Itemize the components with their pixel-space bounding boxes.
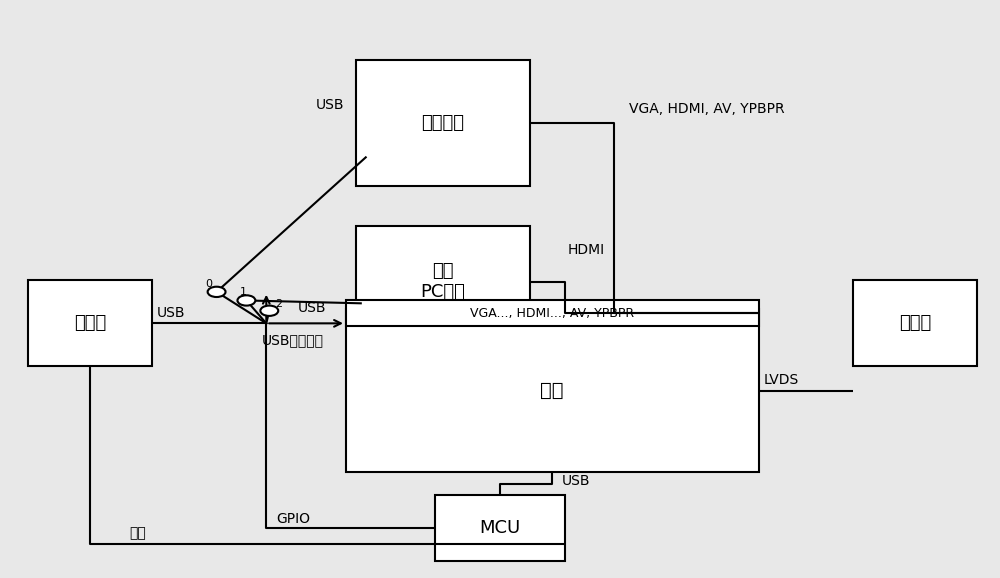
Text: USB: USB (316, 98, 344, 112)
Text: HDMI: HDMI (568, 243, 605, 257)
Bar (346, 309, 759, 472)
Text: USB: USB (562, 474, 591, 488)
Text: 外部设备: 外部设备 (421, 114, 464, 132)
Bar (435, 495, 565, 561)
Text: 串口: 串口 (130, 527, 146, 540)
Text: VGA, HDMI, AV, YPBPR: VGA, HDMI, AV, YPBPR (629, 102, 785, 116)
Text: MCU: MCU (479, 519, 521, 537)
Bar (28, 280, 152, 366)
Bar (356, 60, 530, 186)
Text: VGA..., HDMI..., AV, YPBPR: VGA..., HDMI..., AV, YPBPR (470, 307, 634, 320)
Text: 1: 1 (240, 287, 247, 298)
Text: 主板: 主板 (540, 381, 564, 400)
Text: GPIO: GPIO (276, 513, 310, 527)
Text: 触摸框: 触摸框 (74, 314, 106, 332)
Text: 2: 2 (275, 299, 282, 309)
Circle shape (260, 306, 278, 316)
Circle shape (237, 295, 255, 306)
Bar (356, 226, 530, 338)
Text: 0: 0 (205, 279, 212, 289)
Text: USB: USB (298, 301, 326, 315)
Text: LVDS: LVDS (764, 373, 799, 387)
Text: USB: USB (157, 306, 185, 320)
Text: 显示屏: 显示屏 (899, 314, 931, 332)
Text: USB切换开关: USB切换开关 (261, 334, 323, 347)
Bar (346, 301, 759, 326)
Bar (853, 280, 977, 366)
Text: 内置
PC模块: 内置 PC模块 (420, 262, 465, 301)
Circle shape (208, 287, 226, 297)
